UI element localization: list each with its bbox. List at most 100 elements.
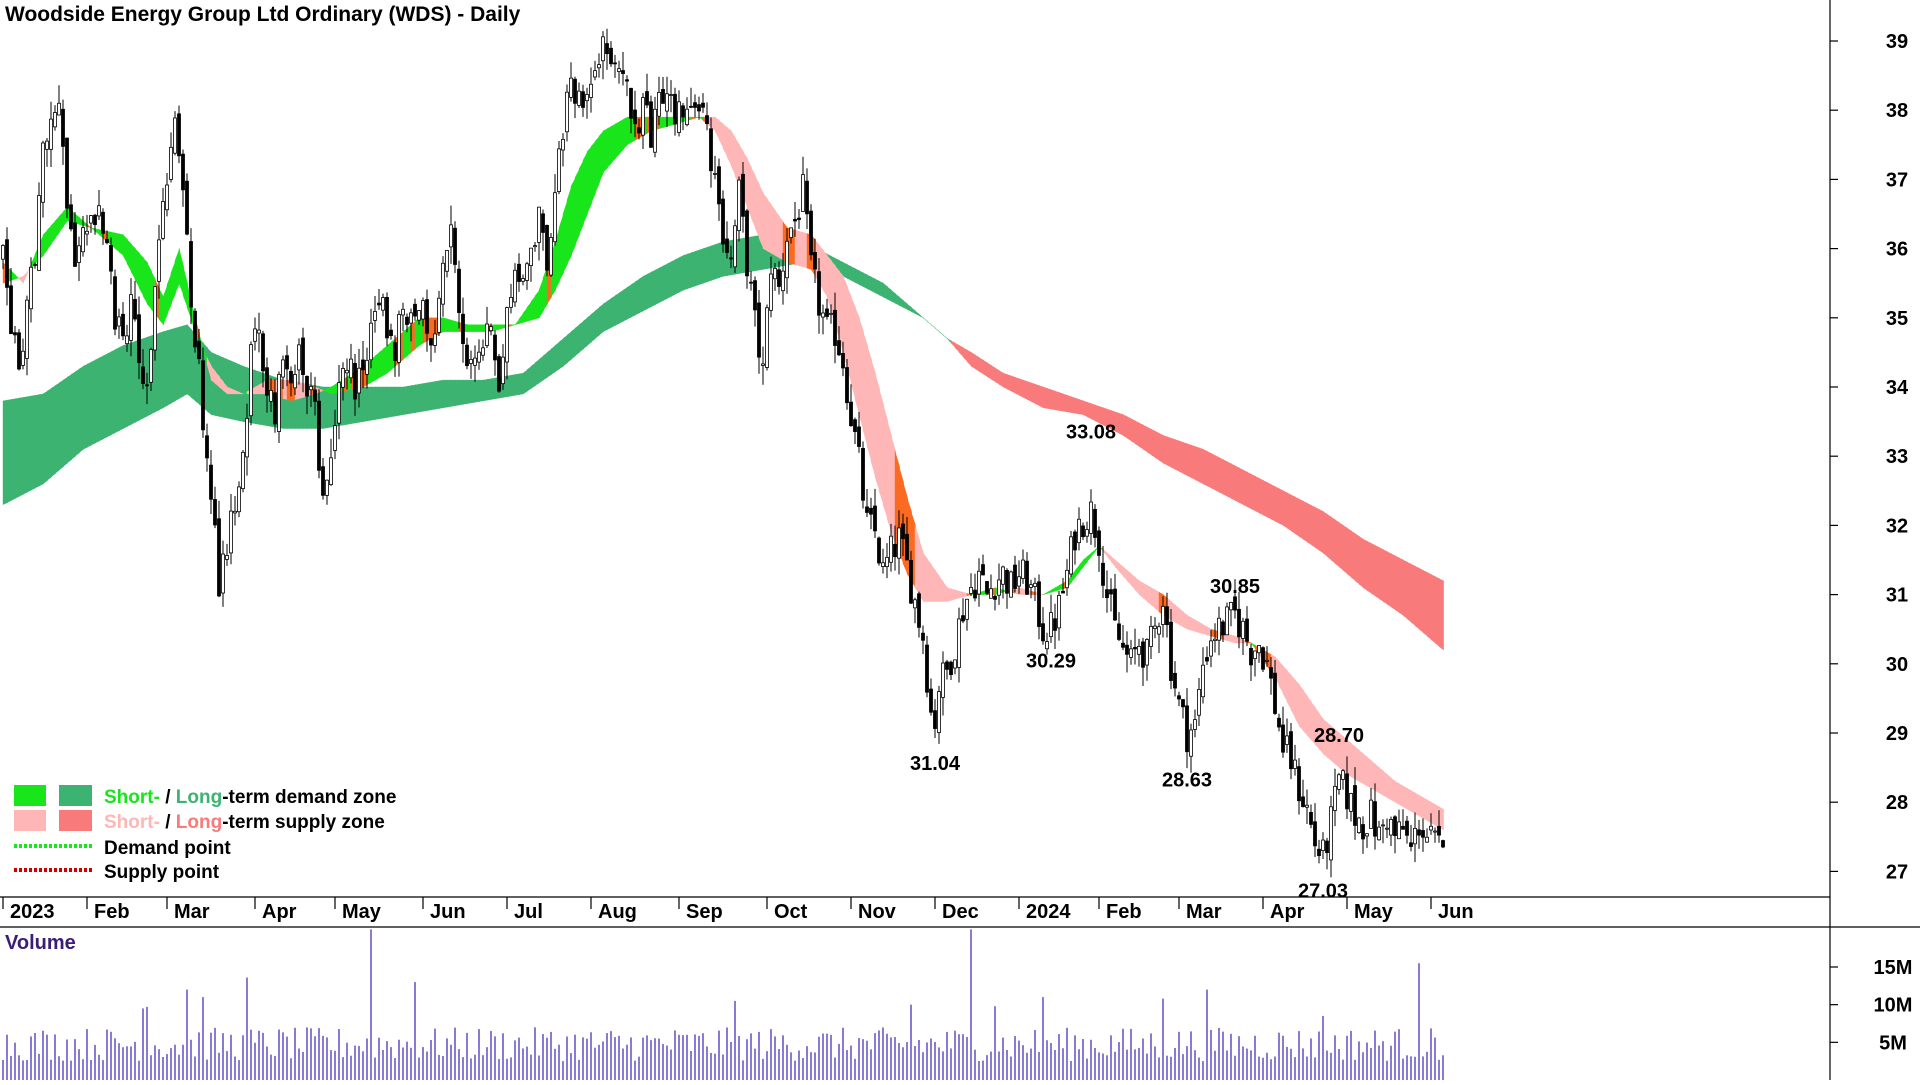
long-term-zone-segment [626,284,632,320]
candle-down [1121,642,1125,648]
short-term-zone-segment [618,119,624,155]
price-tick-label: 35 [1886,308,1908,330]
candle-up [1381,824,1385,827]
short-term-zone-segment [170,260,176,305]
short-term-zone-segment [1122,566,1128,582]
candle-down [189,241,193,308]
candle-down [693,102,697,108]
long-term-zone-segment [42,390,48,485]
short-term-zone-segment [726,127,732,166]
short-term-zone-segment [846,286,852,384]
long-term-zone-segment [1278,488,1284,526]
candle-down [1237,608,1241,638]
candle-up [37,195,41,271]
candle-up [237,486,241,513]
candle-up [1193,719,1197,730]
long-term-zone-segment [1282,490,1288,529]
short-term-zone-segment [1366,756,1372,789]
candle-down [181,153,185,191]
short-term-zone-segment [1286,670,1292,711]
candle-up [737,179,741,231]
long-term-zone-segment [82,363,88,450]
long-term-zone-segment [14,397,20,499]
candle-up [1213,638,1217,641]
short-term-zone-segment [1130,573,1136,591]
candle-down [65,137,69,209]
long-term-zone-segment [590,310,596,343]
candle-down [545,224,549,271]
candle-down [1053,618,1057,631]
candle-down [825,308,829,317]
candle-up [1209,640,1213,657]
candle-up [1413,827,1417,845]
long-term-zone-segment [950,340,956,349]
candle-down [1177,695,1181,700]
candle-up [1049,612,1053,637]
candle-up [821,312,825,318]
candle-down [1317,848,1321,857]
long-term-zone-segment [158,331,164,411]
candle-up [157,239,161,282]
candle-up [381,297,385,311]
long-term-zone-segment [1438,578,1444,651]
candle-down [757,302,761,358]
candle-down [1125,644,1129,655]
short-term-zone-segment [718,120,724,149]
long-term-zone-segment [38,393,44,487]
candle-down [921,632,925,641]
long-term-zone-segment [170,327,176,404]
candle-down [869,507,873,515]
short-term-zone-segment [1338,732,1344,772]
time-tick-label: 2024 [1026,901,1071,923]
candle-up [657,91,661,117]
short-term-zone-segment [762,192,768,252]
short-term-zone-segment [934,569,940,602]
short-term-zone-segment [930,564,936,602]
price-annotation: 28.63 [1162,770,1212,792]
long-term-zone-segment [990,365,996,383]
short-term-zone-segment [574,168,580,246]
candle-down [497,356,501,392]
candle-down [425,299,429,334]
candle-down [313,389,317,402]
candle-down [673,93,677,125]
candle-down [1013,564,1017,589]
candle-up [1089,501,1093,534]
short-term-zone-segment [918,539,924,603]
candle-down [837,340,841,356]
candle-up [129,294,133,341]
candle-up [225,555,229,560]
candle-down [865,506,869,513]
candle-up [81,227,85,253]
short-term-zone-segment [1134,576,1140,596]
short-term-zone-segment [42,229,48,257]
candle-up [801,174,805,212]
candle-down [1261,647,1265,670]
short-term-zone-segment [1326,722,1332,762]
candle-up [297,344,301,371]
candle-down [305,375,309,397]
candle-up [53,112,57,128]
candle-up [77,245,81,263]
candle-up [1377,826,1381,841]
long-term-zone-segment [666,261,672,299]
short-term-zone-segment [1294,679,1300,727]
short-term-zone-segment [1330,725,1336,765]
short-term-zone-segment [750,167,756,228]
candle-down [689,105,693,108]
candle-up [357,367,361,394]
short-term-zone-segment [722,123,728,158]
long-term-zone-segment [970,352,976,370]
candle-up [781,270,785,292]
short-term-zone-segment [694,116,700,119]
short-term-zone-segment [562,200,568,273]
short-term-zone-segment [606,126,612,169]
candle-up [341,368,345,388]
short-term-zone-segment [1078,559,1084,573]
price-annotation: 27.03 [1298,880,1348,902]
short-term-zone-segment [622,116,628,150]
candle-up [1429,825,1433,831]
candle-up [1161,605,1165,625]
short-term-zone-segment [1142,582,1148,602]
short-term-zone-segment [586,146,592,215]
